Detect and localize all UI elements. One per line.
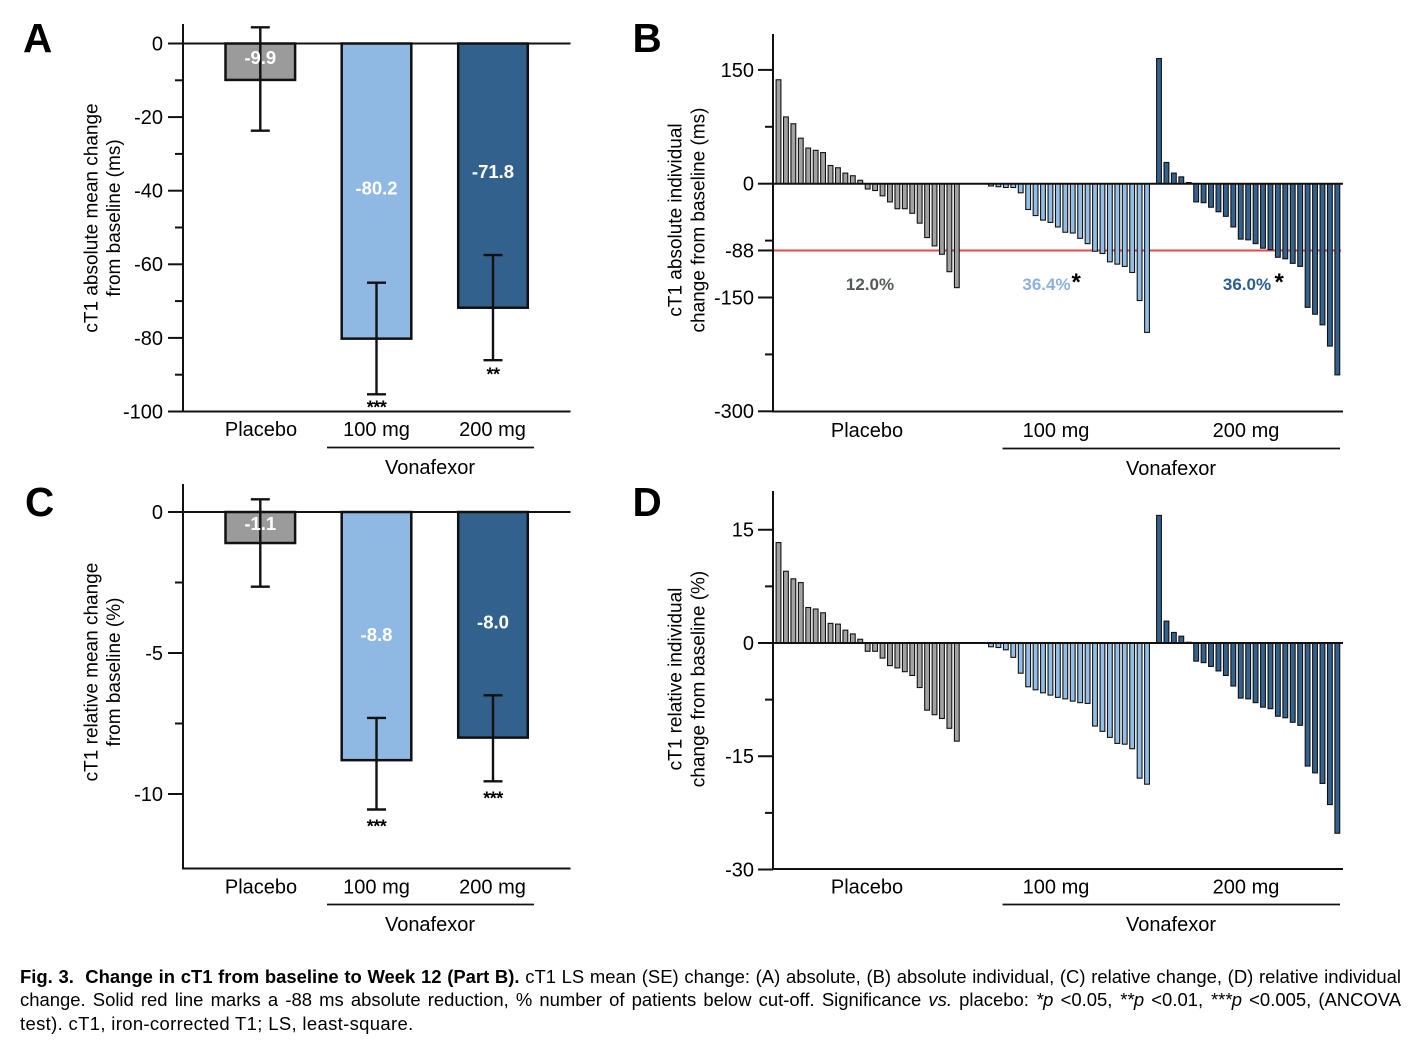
svg-text:***: ***	[367, 398, 387, 418]
svg-text:*: *	[1275, 269, 1285, 296]
svg-text:**: **	[486, 365, 500, 385]
svg-text:-60: -60	[134, 254, 163, 276]
svg-text:from baseline (ms): from baseline (ms)	[104, 139, 125, 296]
svg-text:Placebo: Placebo	[225, 419, 297, 441]
svg-text:-8.0: -8.0	[477, 612, 509, 633]
svg-text:12.0%: 12.0%	[846, 275, 894, 294]
svg-text:A: A	[23, 15, 52, 61]
svg-text:Vonafexor: Vonafexor	[385, 457, 475, 479]
svg-text:-300: -300	[714, 401, 754, 423]
svg-text:100 mg: 100 mg	[1023, 877, 1090, 899]
svg-text:Vonafexor: Vonafexor	[385, 914, 475, 936]
svg-text:-40: -40	[134, 181, 163, 203]
svg-text:0: 0	[152, 502, 163, 524]
svg-text:0: 0	[743, 174, 754, 196]
svg-text:100 mg: 100 mg	[1023, 420, 1090, 442]
svg-text:-10: -10	[134, 784, 163, 806]
svg-text:200 mg: 200 mg	[459, 877, 526, 899]
svg-text:-1.1: -1.1	[244, 513, 276, 534]
svg-text:B: B	[633, 15, 662, 61]
svg-text:0: 0	[743, 633, 754, 655]
svg-text:cT1 relative mean change: cT1 relative mean change	[82, 563, 103, 782]
svg-text:Placebo: Placebo	[831, 877, 903, 899]
svg-text:change from baseline (%): change from baseline (%)	[689, 571, 710, 788]
svg-text:Placebo: Placebo	[831, 420, 903, 442]
svg-text:change from baseline (ms): change from baseline (ms)	[689, 108, 710, 333]
svg-text:-100: -100	[123, 401, 163, 423]
svg-text:*: *	[1072, 269, 1082, 296]
svg-text:-5: -5	[145, 643, 163, 665]
svg-text:cT1 relative individual: cT1 relative individual	[666, 588, 687, 771]
svg-text:150: 150	[721, 60, 754, 82]
svg-text:cT1 absolute mean change: cT1 absolute mean change	[82, 103, 103, 332]
svg-text:-15: -15	[725, 746, 754, 768]
svg-text:***: ***	[483, 789, 503, 809]
svg-text:-150: -150	[714, 287, 754, 309]
svg-text:***: ***	[367, 817, 387, 837]
svg-text:-9.9: -9.9	[244, 47, 276, 68]
svg-text:C: C	[25, 479, 54, 525]
svg-text:-20: -20	[134, 107, 163, 129]
svg-text:-80: -80	[134, 328, 163, 350]
svg-text:200 mg: 200 mg	[1213, 877, 1280, 899]
svg-text:Vonafexor: Vonafexor	[1126, 914, 1216, 936]
svg-text:200 mg: 200 mg	[1213, 420, 1280, 442]
svg-text:100 mg: 100 mg	[343, 877, 410, 899]
svg-text:100 mg: 100 mg	[343, 419, 410, 441]
svg-text:-88: -88	[725, 240, 754, 262]
svg-text:36.4%: 36.4%	[1022, 275, 1070, 294]
svg-text:-71.8: -71.8	[472, 161, 514, 182]
svg-text:-30: -30	[725, 859, 754, 881]
svg-text:0: 0	[152, 33, 163, 55]
svg-text:-80.2: -80.2	[355, 178, 397, 199]
svg-text:200 mg: 200 mg	[459, 419, 526, 441]
svg-text:D: D	[633, 479, 662, 525]
svg-text:15: 15	[732, 520, 754, 542]
svg-text:from baseline (%): from baseline (%)	[104, 598, 125, 747]
svg-text:36.0%: 36.0%	[1223, 275, 1271, 294]
svg-text:Vonafexor: Vonafexor	[1126, 458, 1216, 480]
svg-text:-8.8: -8.8	[361, 624, 393, 645]
svg-text:Placebo: Placebo	[225, 877, 297, 899]
svg-text:cT1 absolute individual: cT1 absolute individual	[666, 123, 687, 316]
